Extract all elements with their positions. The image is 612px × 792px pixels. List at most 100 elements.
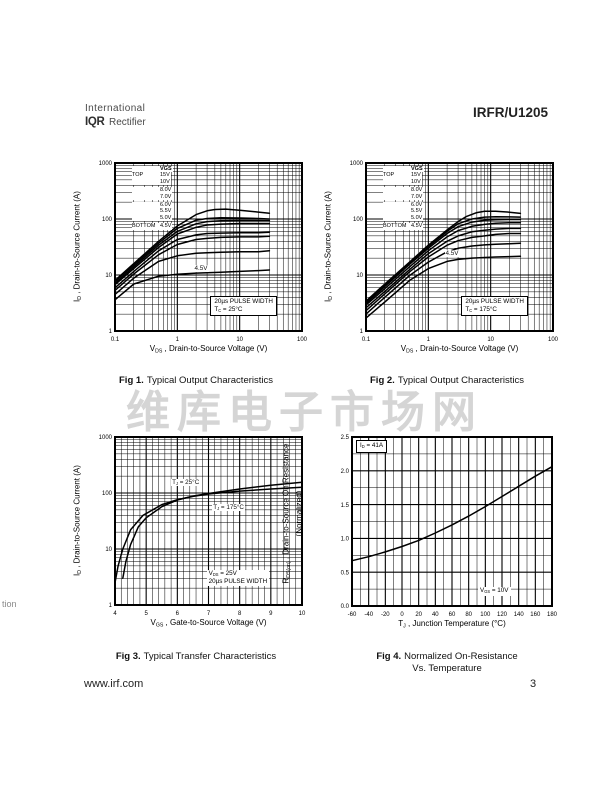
x-tick: -40 <box>364 612 373 618</box>
curve-VGS=5.5V <box>365 232 522 312</box>
tick-labels: -60 -40 -20 0 20 40 60 80 100 120 140 160 180 0.0 0.5 1… <box>341 435 558 618</box>
legend-col-label <box>132 202 159 209</box>
legend-col-label <box>132 178 159 186</box>
legend-row: TOP 15V <box>132 172 173 179</box>
curve-VGS=8.0V <box>114 219 271 285</box>
curve-VGS=4.5V <box>365 255 522 319</box>
fig4-caption-text: Normalized On-Resistance <box>404 651 518 662</box>
curve-VGS=10V <box>114 217 271 283</box>
fig3-caption-label: Fig 3. <box>115 651 141 662</box>
fig4-caption: Fig 4. Normalized On-Resistance Vs. Tempe… <box>336 651 558 675</box>
legend-col-label <box>383 202 410 209</box>
fig4-caption-line1: Fig 4. Normalized On-Resistance <box>336 651 558 663</box>
curve-VGS=5.0V <box>365 242 522 315</box>
edge-text-fragment: tion <box>2 599 17 609</box>
legend-row: 10V <box>132 178 173 186</box>
watermark: 维库电子市场网 <box>126 388 483 437</box>
x-tick: 60 <box>449 612 456 618</box>
y-tick: 1.0 <box>341 537 350 543</box>
legend-voltage: 8.0V <box>410 187 424 194</box>
x-tick: 100 <box>480 612 491 618</box>
legend-row: 8.0V <box>383 187 424 194</box>
x-tick: 100 <box>297 337 308 343</box>
legend-voltage: 4.5V <box>410 223 424 230</box>
legend-row: 6.0V <box>132 202 173 209</box>
curves <box>351 465 553 562</box>
y-tick: 1000 <box>350 161 364 167</box>
legend-voltage: VGS <box>410 166 424 173</box>
fig4-caption-label: Fig 4. <box>376 651 402 662</box>
note-line: 20µs PULSE WIDTH <box>465 297 524 305</box>
x-tick: 1 <box>427 337 431 343</box>
x-tick: 180 <box>547 612 558 618</box>
tick-labels: 0.1 1 10 100 1 10 100 1000 <box>99 161 308 343</box>
vgs-legend: VGS TOP 15V 10V 8.0V 7.0V 6.0V 5.5V 5.0V BOTTOM 4.… <box>132 166 173 230</box>
fig2-caption: Fig 2. Typical Output Characteristics <box>336 375 558 387</box>
fig4-plot: -60 -40 -20 0 20 40 60 80 100 120 140 160 180 0.0 0.5 1… <box>341 435 558 618</box>
legend-row: TOP 15V <box>383 172 424 179</box>
curve-VGS=8.0V <box>365 218 522 305</box>
x-tick: 160 <box>530 612 541 618</box>
tick-labels: 0.1 1 10 100 1 10 100 1000 <box>350 161 559 343</box>
legend-voltage: 7.0V <box>159 193 173 201</box>
curve-TJ=25C <box>122 481 303 580</box>
footer-website-link[interactable]: www.irf.com <box>84 678 144 690</box>
y-tick: 1 <box>360 329 364 335</box>
fig1-caption-label: Fig 1. <box>119 375 144 386</box>
fig1-caption-text: Typical Output Characteristics <box>146 375 273 386</box>
curve-label: 4.5V <box>193 265 209 273</box>
legend-col-label <box>132 187 159 194</box>
legend-row: VGS <box>132 166 173 173</box>
curves <box>114 481 303 584</box>
x-tick: 1 <box>176 337 180 343</box>
legend-row: 8.0V <box>132 187 173 194</box>
x-tick: 9 <box>269 611 273 617</box>
x-tick: 140 <box>514 612 525 618</box>
y-tick: 1 <box>109 603 113 609</box>
legend-voltage: 10V <box>159 178 171 186</box>
plot-border <box>365 162 554 332</box>
legend-col-label <box>132 208 159 215</box>
curve-VGS=5.5V <box>114 235 271 292</box>
part-number: IRFR/U1205 <box>472 105 548 120</box>
fig3-transfer-characteristics: 4 5 6 7 8 9 10 1 10 100 1000 TJ = 25°C TJ = 175°C VD… <box>72 431 310 631</box>
x-axis-label: TJ , Junction Temperature (°C) <box>398 619 506 630</box>
legend-col-label <box>383 166 410 173</box>
x-axis-label: VDS , Drain-to-Source Voltage (V) <box>400 344 519 355</box>
y-tick: 1 <box>109 329 113 335</box>
curve-label: TJ = 175°C <box>212 504 245 512</box>
x-tick: 20 <box>415 612 422 618</box>
fig3-plot: 4 5 6 7 8 9 10 1 10 100 1000 <box>99 435 306 617</box>
brand-international: International <box>85 103 146 114</box>
note-line: ID = 41A <box>360 442 384 450</box>
plot-border <box>351 436 553 607</box>
y-tick: 100 <box>353 217 364 223</box>
legend-col-label: BOTTOM <box>132 223 159 230</box>
vgs-legend: VGS TOP 15V 10V 8.0V 7.0V 6.0V 5.5V 5.0V BOTTOM 4.… <box>383 166 424 230</box>
curve-VGS=6.0V <box>114 231 271 289</box>
curve-VGS=7.0V <box>365 221 522 306</box>
plot-note: VDS = 25V 20µs PULSE WIDTH <box>206 569 270 587</box>
x-tick: 100 <box>548 337 559 343</box>
brand-rectifier-line: IQR Rectifier <box>85 115 146 129</box>
legend-voltage: 7.0V <box>410 193 424 201</box>
note-line: 20µs PULSE WIDTH <box>214 297 273 305</box>
curve-VGS=4.5V <box>114 269 271 301</box>
legend-col-label <box>383 193 410 201</box>
note-line: 20µs PULSE WIDTH <box>208 577 268 585</box>
y-axis-label: ID , Drain-to-Source Current (A) <box>323 191 334 302</box>
x-tick: -60 <box>348 612 357 618</box>
x-tick: 0.1 <box>362 337 371 343</box>
legend-voltage: 5.0V <box>410 214 424 222</box>
x-tick: 8 <box>238 611 242 617</box>
x-tick: 10 <box>236 337 243 343</box>
legend-voltage: 4.5V <box>159 223 173 230</box>
legend-voltage: 6.0V <box>410 202 424 209</box>
legend-voltage: 5.0V <box>159 214 173 222</box>
y-tick: 100 <box>102 491 113 497</box>
x-tick: 5 <box>145 611 149 617</box>
y-axis-label-line1: RDS(on) , Drain-to-Source On Resistance <box>281 443 292 584</box>
fig2-caption-label: Fig 2. <box>370 375 395 386</box>
legend-row: 7.0V <box>383 193 424 201</box>
curve-VGS=6.0V <box>365 227 522 309</box>
